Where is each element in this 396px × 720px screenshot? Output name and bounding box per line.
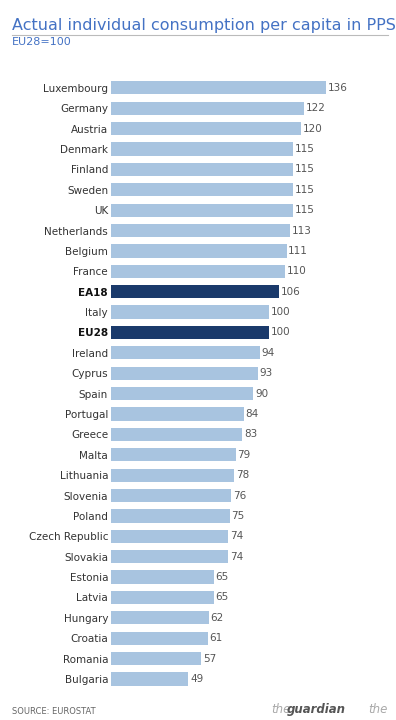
Text: 74: 74: [230, 552, 243, 562]
Bar: [111, 346, 260, 359]
Bar: [111, 448, 236, 462]
Text: 115: 115: [295, 205, 314, 215]
Text: 74: 74: [230, 531, 243, 541]
Text: 120: 120: [303, 124, 322, 134]
Bar: [111, 143, 293, 156]
Text: 93: 93: [260, 368, 273, 378]
Bar: [111, 224, 290, 237]
Text: guardian: guardian: [287, 703, 346, 716]
Bar: [111, 183, 293, 197]
Text: the: the: [369, 703, 388, 716]
Text: SOURCE: EUROSTAT: SOURCE: EUROSTAT: [12, 707, 95, 716]
Bar: [111, 366, 258, 380]
Bar: [111, 652, 201, 665]
Text: 65: 65: [215, 593, 228, 603]
Bar: [111, 163, 293, 176]
Text: 75: 75: [231, 511, 244, 521]
Bar: [111, 305, 269, 319]
Text: Actual individual consumption per capita in PPS: Actual individual consumption per capita…: [12, 18, 396, 33]
Text: the: the: [271, 703, 291, 716]
Text: 76: 76: [233, 490, 246, 500]
Text: 79: 79: [238, 450, 251, 460]
Bar: [111, 122, 301, 135]
Bar: [111, 631, 208, 645]
Bar: [111, 570, 214, 584]
Text: 62: 62: [211, 613, 224, 623]
Bar: [111, 102, 304, 114]
Bar: [111, 509, 230, 523]
Bar: [111, 469, 234, 482]
Text: 49: 49: [190, 674, 203, 684]
Bar: [111, 591, 214, 604]
Text: 65: 65: [215, 572, 228, 582]
Text: 100: 100: [271, 328, 291, 338]
Bar: [111, 489, 231, 502]
Text: 90: 90: [255, 389, 268, 399]
Text: 115: 115: [295, 144, 314, 154]
Text: 78: 78: [236, 470, 249, 480]
Text: 111: 111: [288, 246, 308, 256]
Text: 84: 84: [246, 409, 259, 419]
Text: 94: 94: [261, 348, 274, 358]
Text: 122: 122: [306, 103, 326, 113]
Text: 100: 100: [271, 307, 291, 317]
Text: EU28=100: EU28=100: [12, 37, 72, 48]
Bar: [111, 428, 242, 441]
Text: 106: 106: [280, 287, 300, 297]
Text: 115: 115: [295, 164, 314, 174]
Text: 115: 115: [295, 185, 314, 194]
Text: 57: 57: [203, 654, 216, 664]
Bar: [111, 408, 244, 420]
Bar: [111, 204, 293, 217]
Bar: [111, 265, 285, 278]
Bar: [111, 81, 326, 94]
Bar: [111, 611, 209, 624]
Bar: [111, 285, 279, 298]
Bar: [111, 244, 287, 258]
Bar: [111, 326, 269, 339]
Bar: [111, 672, 188, 685]
Text: 110: 110: [287, 266, 307, 276]
Bar: [111, 550, 228, 563]
Text: 61: 61: [209, 633, 222, 643]
Text: 83: 83: [244, 429, 257, 439]
Bar: [111, 387, 253, 400]
Bar: [111, 530, 228, 543]
Text: 136: 136: [328, 83, 348, 93]
Text: 113: 113: [291, 225, 311, 235]
